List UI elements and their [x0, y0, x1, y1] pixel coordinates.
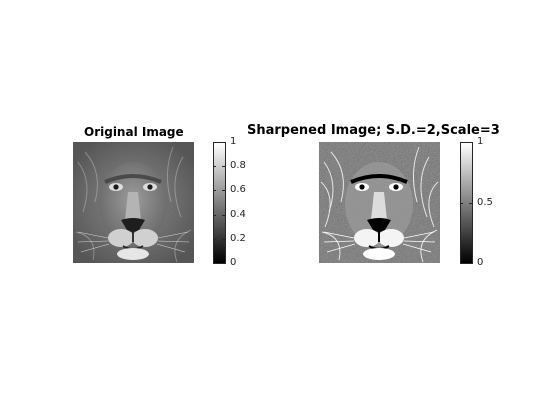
- original-colorbar-tick-right: [222, 166, 225, 168]
- original-colorbar-tick-left: [213, 142, 216, 143]
- sharpened-image-title: Sharpened Image; S.D.=2,Scale=3: [247, 123, 500, 138]
- original-colorbar: [213, 142, 226, 264]
- sharpened-colorbar-tick-label: 0.5: [477, 196, 493, 208]
- original-colorbar-tick-left: [213, 190, 216, 192]
- sharpened-colorbar-tick-left: [460, 202, 463, 204]
- lion-face-icon: [73, 142, 194, 263]
- sharpened-colorbar-tick-left: [460, 263, 463, 264]
- original-image-title: Original Image: [84, 125, 184, 139]
- original-colorbar-tick-label: 0.2: [230, 232, 246, 244]
- original-colorbar-tick-label: 0.6: [230, 184, 246, 196]
- original-colorbar-tick-left: [213, 238, 216, 240]
- original-colorbar-tick-right: [222, 142, 225, 143]
- sharpened-colorbar-tick-label: 0: [477, 257, 484, 268]
- original-colorbar-tick-label: 0: [230, 257, 237, 268]
- sharpened-colorbar-tick-right: [469, 142, 472, 143]
- original-lion-image: [73, 142, 194, 263]
- original-colorbar-tick-label: 1: [230, 136, 237, 147]
- original-colorbar-tick-right: [222, 190, 225, 192]
- original-colorbar-tick-label: 0.4: [230, 208, 246, 220]
- sharpened-colorbar-tick-right: [469, 202, 472, 204]
- original-colorbar-tick-label: 0.8: [230, 160, 246, 172]
- original-colorbar-tick-left: [213, 166, 216, 168]
- sharpened-colorbar-tick-label: 1: [477, 136, 484, 147]
- original-colorbar-tick-right: [222, 263, 225, 264]
- sharpened-lion-image: [319, 142, 440, 263]
- sharpened-colorbar-tick-right: [469, 263, 472, 264]
- sharpened-colorbar-tick-left: [460, 142, 463, 143]
- original-colorbar-tick-left: [213, 214, 216, 216]
- lion-face-sharpened-icon: [319, 142, 440, 263]
- original-colorbar-tick-right: [222, 238, 225, 240]
- original-colorbar-tick-left: [213, 263, 216, 264]
- original-colorbar-tick-right: [222, 214, 225, 216]
